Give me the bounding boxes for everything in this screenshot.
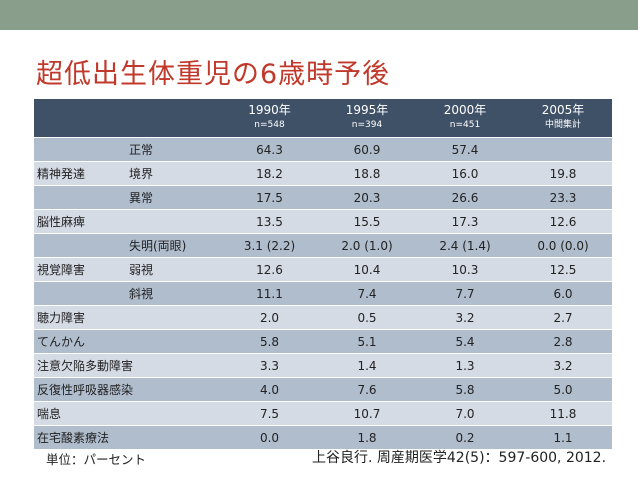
citation: 上谷良行. 周産期医学42(5)：597-600, 2012.	[312, 450, 607, 466]
cell-value: 11.8	[514, 401, 612, 426]
cell-value: 7.6	[318, 377, 416, 402]
cell-value: 10.7	[318, 401, 416, 426]
cell-value: 12.6	[514, 209, 612, 234]
cell-value: 2.0	[221, 305, 318, 330]
row-sub-label: 異常	[126, 185, 221, 210]
cell-value: 5.8	[416, 377, 514, 402]
row-sub-label: 境界	[126, 161, 221, 186]
cell-value: 57.4	[416, 137, 514, 162]
cell-value: 15.5	[318, 209, 416, 234]
table-row: 正常 64.3 60.9 57.4	[34, 137, 612, 162]
cell-value: 2.4 (1.4)	[416, 233, 514, 258]
row-sub-label: 弱視	[126, 257, 221, 282]
row-sub-label: 正常	[126, 137, 221, 162]
table-row: 注意欠陥多動障害 3.3 1.4 1.3 3.2	[34, 353, 612, 378]
table-row: 聴力障害 2.0 0.5 3.2 2.7	[34, 305, 612, 330]
column-header: 1995年 n=394	[318, 98, 416, 138]
header-row: 1990年 n=548 1995年 n=394 2000年 n=451 2005年 中間…	[34, 98, 612, 138]
row-group-label	[34, 185, 126, 210]
cell-value: 2.7	[514, 305, 612, 330]
cell-value: 60.9	[318, 137, 416, 162]
header-blank	[126, 98, 221, 138]
cell-value: 10.4	[318, 257, 416, 282]
row-group-label	[34, 137, 126, 162]
cell-value: 11.1	[221, 281, 318, 306]
cell-value: 5.1	[318, 329, 416, 354]
cell-value: 64.3	[221, 137, 318, 162]
table-row: 喘息 7.5 10.7 7.0 11.8	[34, 401, 612, 426]
cell-value: 10.3	[416, 257, 514, 282]
cell-value: 0.2	[416, 425, 514, 449]
cell-value: 18.2	[221, 161, 318, 186]
row-group-label	[34, 281, 126, 306]
cell-value: 0.0	[221, 425, 318, 449]
cell-value	[514, 137, 612, 162]
cell-value: 0.5	[318, 305, 416, 330]
cell-value: 17.5	[221, 185, 318, 210]
cell-value: 12.5	[514, 257, 612, 282]
cell-value: 19.8	[514, 161, 612, 186]
row-group-label	[34, 233, 126, 258]
row-label: 注意欠陥多動障害	[34, 353, 221, 378]
cell-value: 16.0	[416, 161, 514, 186]
cell-value: 7.5	[221, 401, 318, 426]
cell-value: 5.0	[514, 377, 612, 402]
column-header: 2005年 中間集計	[514, 98, 612, 138]
cell-value: 17.3	[416, 209, 514, 234]
cell-value: 1.4	[318, 353, 416, 378]
row-group-label: 精神発達	[34, 161, 126, 186]
row-sub-label: 斜視	[126, 281, 221, 306]
cell-value: 1.8	[318, 425, 416, 449]
row-label: 脳性麻痺	[34, 209, 221, 234]
cell-value: 20.3	[318, 185, 416, 210]
cell-value: 2.0 (1.0)	[318, 233, 416, 258]
cell-value: 12.6	[221, 257, 318, 282]
table-row: 脳性麻痺 13.5 15.5 17.3 12.6	[34, 209, 612, 234]
table-row: 異常 17.5 20.3 26.6 23.3	[34, 185, 612, 210]
cell-value: 7.7	[416, 281, 514, 306]
table-row: 視覚障害 弱視 12.6 10.4 10.3 12.5	[34, 257, 612, 282]
cell-value: 3.1 (2.2)	[221, 233, 318, 258]
row-label: 喘息	[34, 401, 221, 426]
cell-value: 6.0	[514, 281, 612, 306]
row-label: 聴力障害	[34, 305, 221, 330]
row-label: 反復性呼吸器感染	[34, 377, 221, 402]
table-row: 精神発達 境界 18.2 18.8 16.0 19.8	[34, 161, 612, 186]
cell-value: 3.2	[514, 353, 612, 378]
table-row: 失明(両眼) 3.1 (2.2) 2.0 (1.0) 2.4 (1.4) 0.0…	[34, 233, 612, 258]
unit-note: 単位：パーセント	[46, 452, 147, 467]
row-group-label: 視覚障害	[34, 257, 126, 282]
cell-value: 18.8	[318, 161, 416, 186]
cell-value: 1.3	[416, 353, 514, 378]
cell-value: 2.8	[514, 329, 612, 354]
table-row: 反復性呼吸器感染 4.0 7.6 5.8 5.0	[34, 377, 612, 402]
column-header: 2000年 n=451	[416, 98, 514, 138]
cell-value: 5.8	[221, 329, 318, 354]
cell-value: 3.2	[416, 305, 514, 330]
header-blank	[34, 98, 126, 138]
row-label: 在宅酸素療法	[34, 425, 221, 449]
slide-title: 超低出生体重児の6歳時予後	[36, 59, 391, 90]
outcome-table: 1990年 n=548 1995年 n=394 2000年 n=451 2005年 中間…	[34, 98, 612, 449]
cell-value: 1.1	[514, 425, 612, 449]
table-row: てんかん 5.8 5.1 5.4 2.8	[34, 329, 612, 354]
row-sub-label: 失明(両眼)	[126, 233, 221, 258]
cell-value: 5.4	[416, 329, 514, 354]
table-row: 斜視 11.1 7.4 7.7 6.0	[34, 281, 612, 306]
cell-value: 13.5	[221, 209, 318, 234]
cell-value: 7.4	[318, 281, 416, 306]
table-row: 在宅酸素療法 0.0 1.8 0.2 1.1	[34, 425, 612, 449]
cell-value: 23.3	[514, 185, 612, 210]
cell-value: 0.0 (0.0)	[514, 233, 612, 258]
cell-value: 26.6	[416, 185, 514, 210]
cell-value: 3.3	[221, 353, 318, 378]
column-header: 1990年 n=548	[221, 98, 318, 138]
cell-value: 7.0	[416, 401, 514, 426]
row-label: てんかん	[34, 329, 221, 354]
cell-value: 4.0	[221, 377, 318, 402]
top-band	[0, 0, 638, 30]
